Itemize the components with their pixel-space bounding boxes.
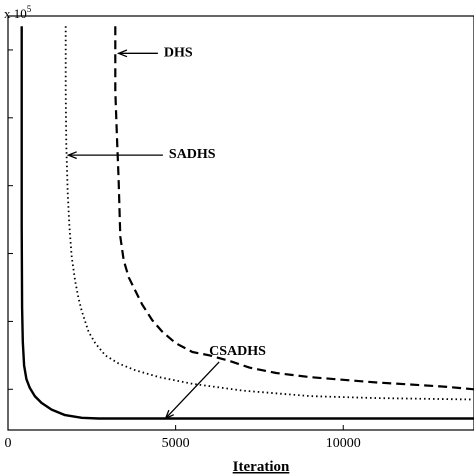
x-axis-label: Iteration: [233, 459, 290, 474]
x-tick-label-2: 10000: [326, 436, 361, 451]
x-tick-label-1: 5000: [162, 436, 190, 451]
y-axis-exponent-label: x 105: [4, 4, 32, 21]
annotation-label-dhs: DHS: [164, 45, 193, 60]
series-line-csadhs: [20, 26, 474, 420]
annotation-label-sadhs: SADHS: [169, 147, 216, 162]
annotation-arrow-csadhs: [165, 361, 220, 419]
series-layer: [20, 26, 474, 420]
annotation-layer: DHS SADHS CSADHS: [66, 45, 266, 420]
plot-frame: [7, 15, 474, 431]
annotation-arrowhead-sadhs: [66, 151, 77, 160]
y-exponent-power: 5: [27, 4, 32, 14]
annotation-arrowhead-csadhs: [164, 409, 175, 420]
series-line-dhs: [114, 26, 474, 391]
x-tick-label-0: 0: [5, 436, 12, 451]
annotation-arrowhead-dhs: [116, 49, 128, 58]
series-line-sadhs: [64, 26, 474, 401]
y-exponent-base: x 10: [4, 6, 27, 21]
axes-layer: 0 5000 10000: [5, 15, 474, 451]
annotation-label-csadhs: CSADHS: [209, 344, 266, 359]
